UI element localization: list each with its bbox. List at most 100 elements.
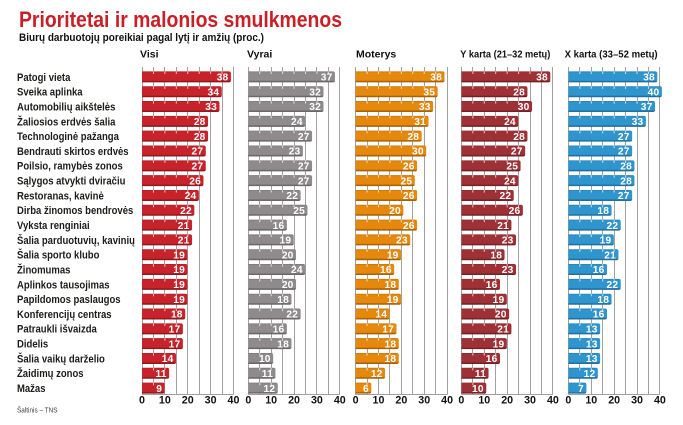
svg-text:Mažas: Mažas <box>17 383 46 395</box>
svg-text:27: 27 <box>298 132 310 143</box>
svg-text:19: 19 <box>493 339 505 350</box>
svg-text:Prioritetai ir malonios smulkm: Prioritetai ir malonios smulkmenos <box>19 7 342 32</box>
svg-text:40: 40 <box>654 395 666 407</box>
svg-text:38: 38 <box>217 73 229 84</box>
svg-text:16: 16 <box>273 221 285 232</box>
svg-text:22: 22 <box>180 206 192 217</box>
svg-text:Restoranas, kavinė: Restoranas, kavinė <box>17 190 104 202</box>
svg-text:27: 27 <box>618 191 630 202</box>
svg-text:20: 20 <box>182 395 194 407</box>
svg-text:40: 40 <box>334 395 346 407</box>
svg-text:13: 13 <box>586 354 598 365</box>
svg-text:19: 19 <box>600 236 612 247</box>
svg-text:11: 11 <box>155 369 166 380</box>
svg-text:6: 6 <box>363 384 369 395</box>
svg-text:10: 10 <box>472 384 484 395</box>
svg-text:Dirba žinomos bendrovės: Dirba žinomos bendrovės <box>17 205 133 217</box>
svg-text:23: 23 <box>502 265 514 276</box>
svg-text:12: 12 <box>264 384 276 395</box>
svg-text:27: 27 <box>192 161 204 172</box>
svg-text:24: 24 <box>291 117 303 128</box>
svg-text:Šalia vaikų darželio: Šalia vaikų darželio <box>17 352 105 365</box>
svg-text:19: 19 <box>173 265 185 276</box>
svg-text:21: 21 <box>604 250 616 261</box>
svg-text:20: 20 <box>389 206 401 217</box>
svg-text:Aplinkos tausojimas: Aplinkos tausojimas <box>17 279 110 291</box>
svg-text:24: 24 <box>504 117 516 128</box>
svg-text:18: 18 <box>597 295 609 306</box>
svg-text:Žinomumas: Žinomumas <box>17 263 70 276</box>
svg-text:20: 20 <box>282 280 294 291</box>
svg-text:37: 37 <box>321 73 333 84</box>
svg-text:18: 18 <box>385 339 397 350</box>
svg-text:11: 11 <box>475 369 486 380</box>
svg-text:16: 16 <box>486 280 498 291</box>
svg-text:10: 10 <box>265 395 277 407</box>
svg-text:28: 28 <box>620 176 632 187</box>
svg-text:30: 30 <box>311 395 323 407</box>
svg-text:Šalia sporto klubo: Šalia sporto klubo <box>17 249 100 262</box>
svg-text:26: 26 <box>189 176 201 187</box>
svg-text:Patogi vieta: Patogi vieta <box>17 72 71 84</box>
svg-text:28: 28 <box>513 87 525 98</box>
svg-text:Visi: Visi <box>140 49 159 61</box>
svg-text:16: 16 <box>593 310 605 321</box>
svg-text:14: 14 <box>162 354 174 365</box>
svg-text:40: 40 <box>441 395 453 407</box>
svg-text:26: 26 <box>403 221 415 232</box>
svg-text:26: 26 <box>403 161 415 172</box>
svg-text:7: 7 <box>578 384 584 395</box>
svg-text:16: 16 <box>273 324 285 335</box>
svg-text:21: 21 <box>178 236 190 247</box>
svg-text:18: 18 <box>385 354 397 365</box>
svg-text:17: 17 <box>169 324 181 335</box>
svg-text:19: 19 <box>173 280 185 291</box>
svg-text:13: 13 <box>586 339 598 350</box>
svg-text:27: 27 <box>298 161 310 172</box>
svg-text:16: 16 <box>380 265 392 276</box>
svg-text:10: 10 <box>259 354 271 365</box>
svg-text:Y karta (21–32 metų): Y karta (21–32 metų) <box>460 49 550 61</box>
svg-text:34: 34 <box>208 87 220 98</box>
svg-text:28: 28 <box>194 117 206 128</box>
svg-text:Patraukli išvaizda: Patraukli išvaizda <box>17 324 98 336</box>
svg-text:21: 21 <box>497 324 509 335</box>
svg-text:22: 22 <box>499 191 511 202</box>
svg-text:20: 20 <box>495 310 507 321</box>
svg-text:19: 19 <box>173 295 185 306</box>
svg-text:0: 0 <box>139 395 145 407</box>
svg-text:18: 18 <box>597 206 609 217</box>
svg-text:18: 18 <box>171 310 183 321</box>
svg-text:Didelis: Didelis <box>17 339 48 351</box>
svg-text:24: 24 <box>504 176 516 187</box>
svg-text:18: 18 <box>277 295 289 306</box>
svg-text:19: 19 <box>387 250 399 261</box>
svg-text:26: 26 <box>403 191 415 202</box>
svg-text:14: 14 <box>375 310 387 321</box>
svg-text:Vyksta renginiai: Vyksta renginiai <box>17 220 90 232</box>
svg-text:33: 33 <box>419 102 431 113</box>
svg-text:40: 40 <box>547 395 559 407</box>
svg-text:9: 9 <box>156 384 162 395</box>
svg-text:18: 18 <box>277 339 289 350</box>
svg-text:X karta (33–52 metų): X karta (33–52 metų) <box>565 49 658 61</box>
svg-text:19: 19 <box>280 236 292 247</box>
svg-text:23: 23 <box>289 147 301 158</box>
svg-text:22: 22 <box>286 191 298 202</box>
svg-text:33: 33 <box>205 102 217 113</box>
svg-text:0: 0 <box>565 395 571 407</box>
svg-text:22: 22 <box>606 280 618 291</box>
svg-text:16: 16 <box>486 354 498 365</box>
svg-text:25: 25 <box>506 161 518 172</box>
svg-text:Automobilių aikštelės: Automobilių aikštelės <box>17 101 115 113</box>
svg-text:19: 19 <box>173 250 185 261</box>
svg-text:17: 17 <box>169 339 181 350</box>
svg-text:30: 30 <box>631 395 643 407</box>
svg-text:20: 20 <box>395 395 407 407</box>
svg-text:19: 19 <box>493 295 505 306</box>
svg-text:23: 23 <box>502 236 514 247</box>
svg-text:28: 28 <box>407 132 419 143</box>
svg-text:0: 0 <box>458 395 464 407</box>
svg-text:21: 21 <box>497 221 509 232</box>
svg-text:22: 22 <box>286 310 298 321</box>
